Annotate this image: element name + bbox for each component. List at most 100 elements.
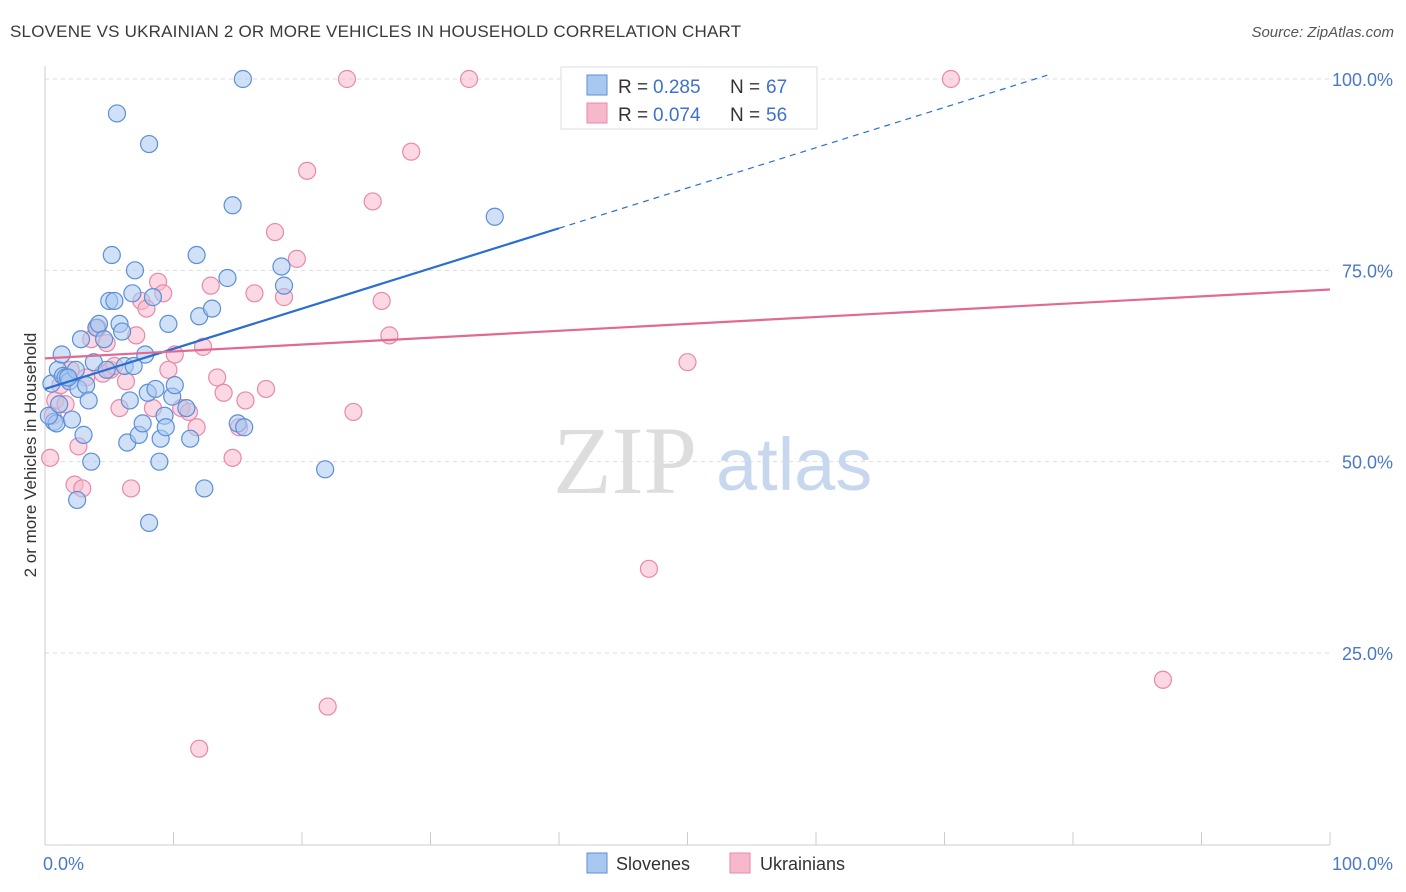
slovenes-point: [77, 376, 96, 395]
x-tick-label-min: 0.0%: [43, 854, 84, 874]
ukrainians-point: [639, 559, 659, 578]
slovenes-point: [139, 134, 159, 154]
slovenes-trend-extension: [558, 74, 1048, 229]
slovenes-point: [120, 391, 139, 410]
slovenes-point: [233, 69, 252, 89]
slovenes-point: [187, 245, 206, 265]
slovenes-point: [62, 410, 82, 429]
ukrainians-point: [121, 479, 141, 498]
ukrainians-point: [159, 360, 178, 379]
slovenes-point: [159, 314, 178, 334]
slovenes-point: [125, 261, 145, 280]
trend-lines: [44, 74, 1331, 391]
legend-swatch-slovenes: [586, 74, 608, 96]
slovenes-point: [223, 196, 242, 215]
chart-title: SLOVENE VS UKRAINIAN 2 OR MORE VEHICLES …: [10, 22, 742, 41]
watermark-zip: ZIP: [553, 407, 697, 514]
ukrainians-point: [223, 448, 242, 467]
slovenes-point: [139, 513, 159, 532]
bottom-legend-label-ukrainians: Ukrainians: [760, 854, 845, 874]
ukrainians-point: [265, 222, 285, 242]
slovenes-point: [485, 207, 504, 226]
slovenes-point: [59, 368, 78, 387]
slovenes-point: [150, 452, 169, 471]
slovenes-point: [146, 379, 165, 399]
legend-n-value-ukrainians: 56: [766, 105, 787, 126]
ukrainians-point: [402, 142, 421, 161]
ukrainians-point: [1153, 670, 1173, 689]
slovenes-point: [156, 418, 175, 437]
bottom-legend-label-slovenes: Slovenes: [616, 854, 690, 874]
top-legend: R = 0.285 N = 67 R = 0.074 N = 56: [560, 66, 818, 130]
slovenes-point: [107, 104, 127, 123]
slovenes-point: [82, 452, 101, 471]
slovenes-point: [68, 490, 87, 510]
slovenes-point: [165, 376, 184, 395]
ukrainians-point: [941, 69, 961, 89]
y-tick-label: 100.0%: [1332, 70, 1393, 90]
slovenes-point: [95, 330, 114, 349]
ukrainians-point: [298, 161, 317, 180]
slovenes-point: [143, 288, 163, 307]
y-tick-label: 50.0%: [1342, 453, 1393, 473]
bottom-legend-swatch-slovenes: [586, 852, 608, 874]
series-slovenes: [39, 69, 504, 532]
ukrainians-point: [214, 383, 233, 402]
slovenes-point: [195, 479, 214, 498]
chart-source: Source: ZipAtlas.com: [1251, 24, 1394, 41]
ukrainians-point: [236, 391, 255, 410]
ukrainians-point: [116, 372, 136, 391]
slovenes-point: [133, 414, 152, 433]
ukrainians-point: [363, 192, 382, 211]
zipatlas-watermark: ZIP atlas: [553, 407, 872, 514]
slovenes-point: [74, 425, 93, 444]
legend-n-value-slovenes: 67: [766, 77, 787, 98]
legend-r-value-ukrainians: 0.074: [653, 105, 701, 126]
slovenes-point: [123, 284, 142, 303]
legend-swatch-ukrainians: [586, 102, 608, 124]
ukrainians-point: [337, 69, 357, 89]
ukrainians-point: [208, 368, 227, 387]
ukrainians-point: [245, 284, 264, 303]
ukrainians-point: [678, 353, 697, 372]
slovenes-point: [79, 391, 98, 410]
tick-labels: 25.0% 50.0% 75.0% 100.0% 0.0% 100.0%: [43, 70, 1393, 874]
ukrainians-trend-line: [44, 288, 1331, 360]
slovenes-point: [52, 345, 71, 364]
slovenes-point: [316, 460, 335, 479]
ukrainians-point: [190, 739, 209, 758]
slovenes-point: [39, 406, 58, 425]
y-tick-label: 75.0%: [1342, 261, 1393, 281]
watermark-atlas: atlas: [716, 423, 872, 506]
ukrainians-point: [344, 402, 363, 422]
slovenes-point: [50, 395, 69, 414]
ukrainians-point: [372, 291, 391, 311]
slovenes-point: [71, 330, 91, 349]
bottom-legend-swatch-ukrainians: [729, 852, 751, 874]
slovenes-point: [105, 291, 124, 311]
slovenes-point: [272, 257, 291, 276]
legend-r-value-slovenes: 0.285: [653, 77, 701, 98]
slovenes-point: [181, 429, 200, 448]
slovenes-point: [177, 398, 196, 418]
ukrainians-point: [459, 69, 479, 89]
slovenes-point: [102, 245, 121, 265]
slovenes-trend-line: [44, 227, 560, 391]
x-tick-label-max: 100.0%: [1332, 854, 1393, 874]
ukrainians-point: [201, 276, 220, 295]
ukrainians-point: [287, 249, 306, 268]
legend-n-label-slovenes: N =: [730, 77, 760, 98]
ukrainians-point: [318, 697, 337, 716]
ukrainians-point: [380, 326, 399, 345]
slovenes-point: [89, 314, 109, 334]
legend-n-label-ukrainians: N =: [730, 105, 760, 126]
slovenes-point: [112, 322, 132, 341]
ukrainians-point: [41, 448, 60, 467]
ukrainians-point: [256, 379, 276, 399]
bottom-legend: Slovenes Ukrainians: [586, 852, 845, 874]
legend-r-label-slovenes: R =: [618, 77, 648, 98]
slovenes-point: [218, 268, 237, 288]
y-tick-label: 25.0%: [1342, 644, 1393, 664]
legend-r-label-ukrainians: R =: [618, 105, 648, 126]
